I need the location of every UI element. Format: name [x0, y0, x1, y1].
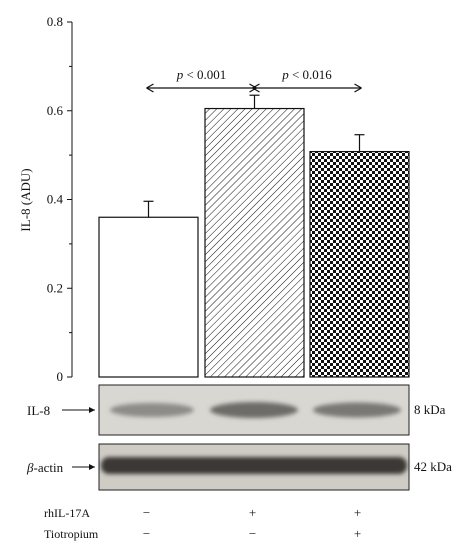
y-axis-label: IL-8 (ADU): [18, 168, 33, 231]
comparison-label-1: p < 0.016: [281, 67, 332, 82]
il8-arrow-head: [89, 407, 95, 413]
condition-label-rhil17a: rhIL-17A: [44, 506, 90, 520]
comparison-arrowhead-left-1: [252, 83, 260, 93]
y-tick-label-1: 0.2: [47, 280, 63, 295]
bar-1: [204, 107, 305, 378]
condition-table: rhIL-17A Tiotropium − + + − − +: [44, 505, 361, 541]
comparison-arrowhead-left-0: [146, 83, 154, 93]
error-bars: [143, 94, 365, 218]
actin-blot: β-actin 42 kDa: [26, 443, 452, 491]
actin-band: [101, 457, 407, 474]
y-axis: 0 0.2 0.4 0.6 0.8: [47, 14, 73, 384]
condition-signs: − + + − − +: [143, 505, 361, 541]
condition-label-tiotropium: Tiotropium: [44, 527, 99, 541]
actin-arrow-head: [89, 464, 95, 470]
bar-0: [98, 216, 199, 378]
actin-blot-label: β-actin: [26, 460, 64, 475]
condition-sign-0-0: −: [143, 505, 150, 520]
il8-band-1: [110, 403, 194, 417]
condition-sign-1-1: −: [249, 526, 256, 541]
bar-chart: 0 0.2 0.4 0.6 0.8 p < 0.001 p < 0.016 IL-8 (A…: [18, 14, 410, 384]
condition-sign-1-0: −: [143, 526, 150, 541]
il8-blot: IL-8 8 kDa: [27, 384, 446, 436]
condition-sign-1-2: +: [354, 526, 361, 541]
il8-size-label: 8 kDa: [414, 402, 446, 417]
y-tick-label-4: 0.8: [47, 14, 63, 29]
condition-sign-0-2: +: [354, 505, 361, 520]
bars: [98, 107, 410, 378]
actin-size-label: 42 kDa: [414, 459, 452, 474]
comparisons: p < 0.001 p < 0.016: [146, 67, 362, 93]
il8-blot-label: IL-8: [27, 403, 50, 418]
y-tick-label-0: 0: [57, 369, 64, 384]
comparison-arrowhead-right-1: [354, 83, 362, 93]
y-tick-label-3: 0.6: [47, 103, 64, 118]
comparison-label-0: p < 0.001: [176, 67, 227, 82]
il8-band-3: [313, 402, 401, 418]
bar-2: [309, 150, 410, 378]
comparison-arrowhead-right-0: [249, 83, 257, 93]
il8-band-2: [210, 402, 298, 418]
y-tick-label-2: 0.4: [47, 192, 64, 207]
condition-sign-0-1: +: [249, 505, 256, 520]
